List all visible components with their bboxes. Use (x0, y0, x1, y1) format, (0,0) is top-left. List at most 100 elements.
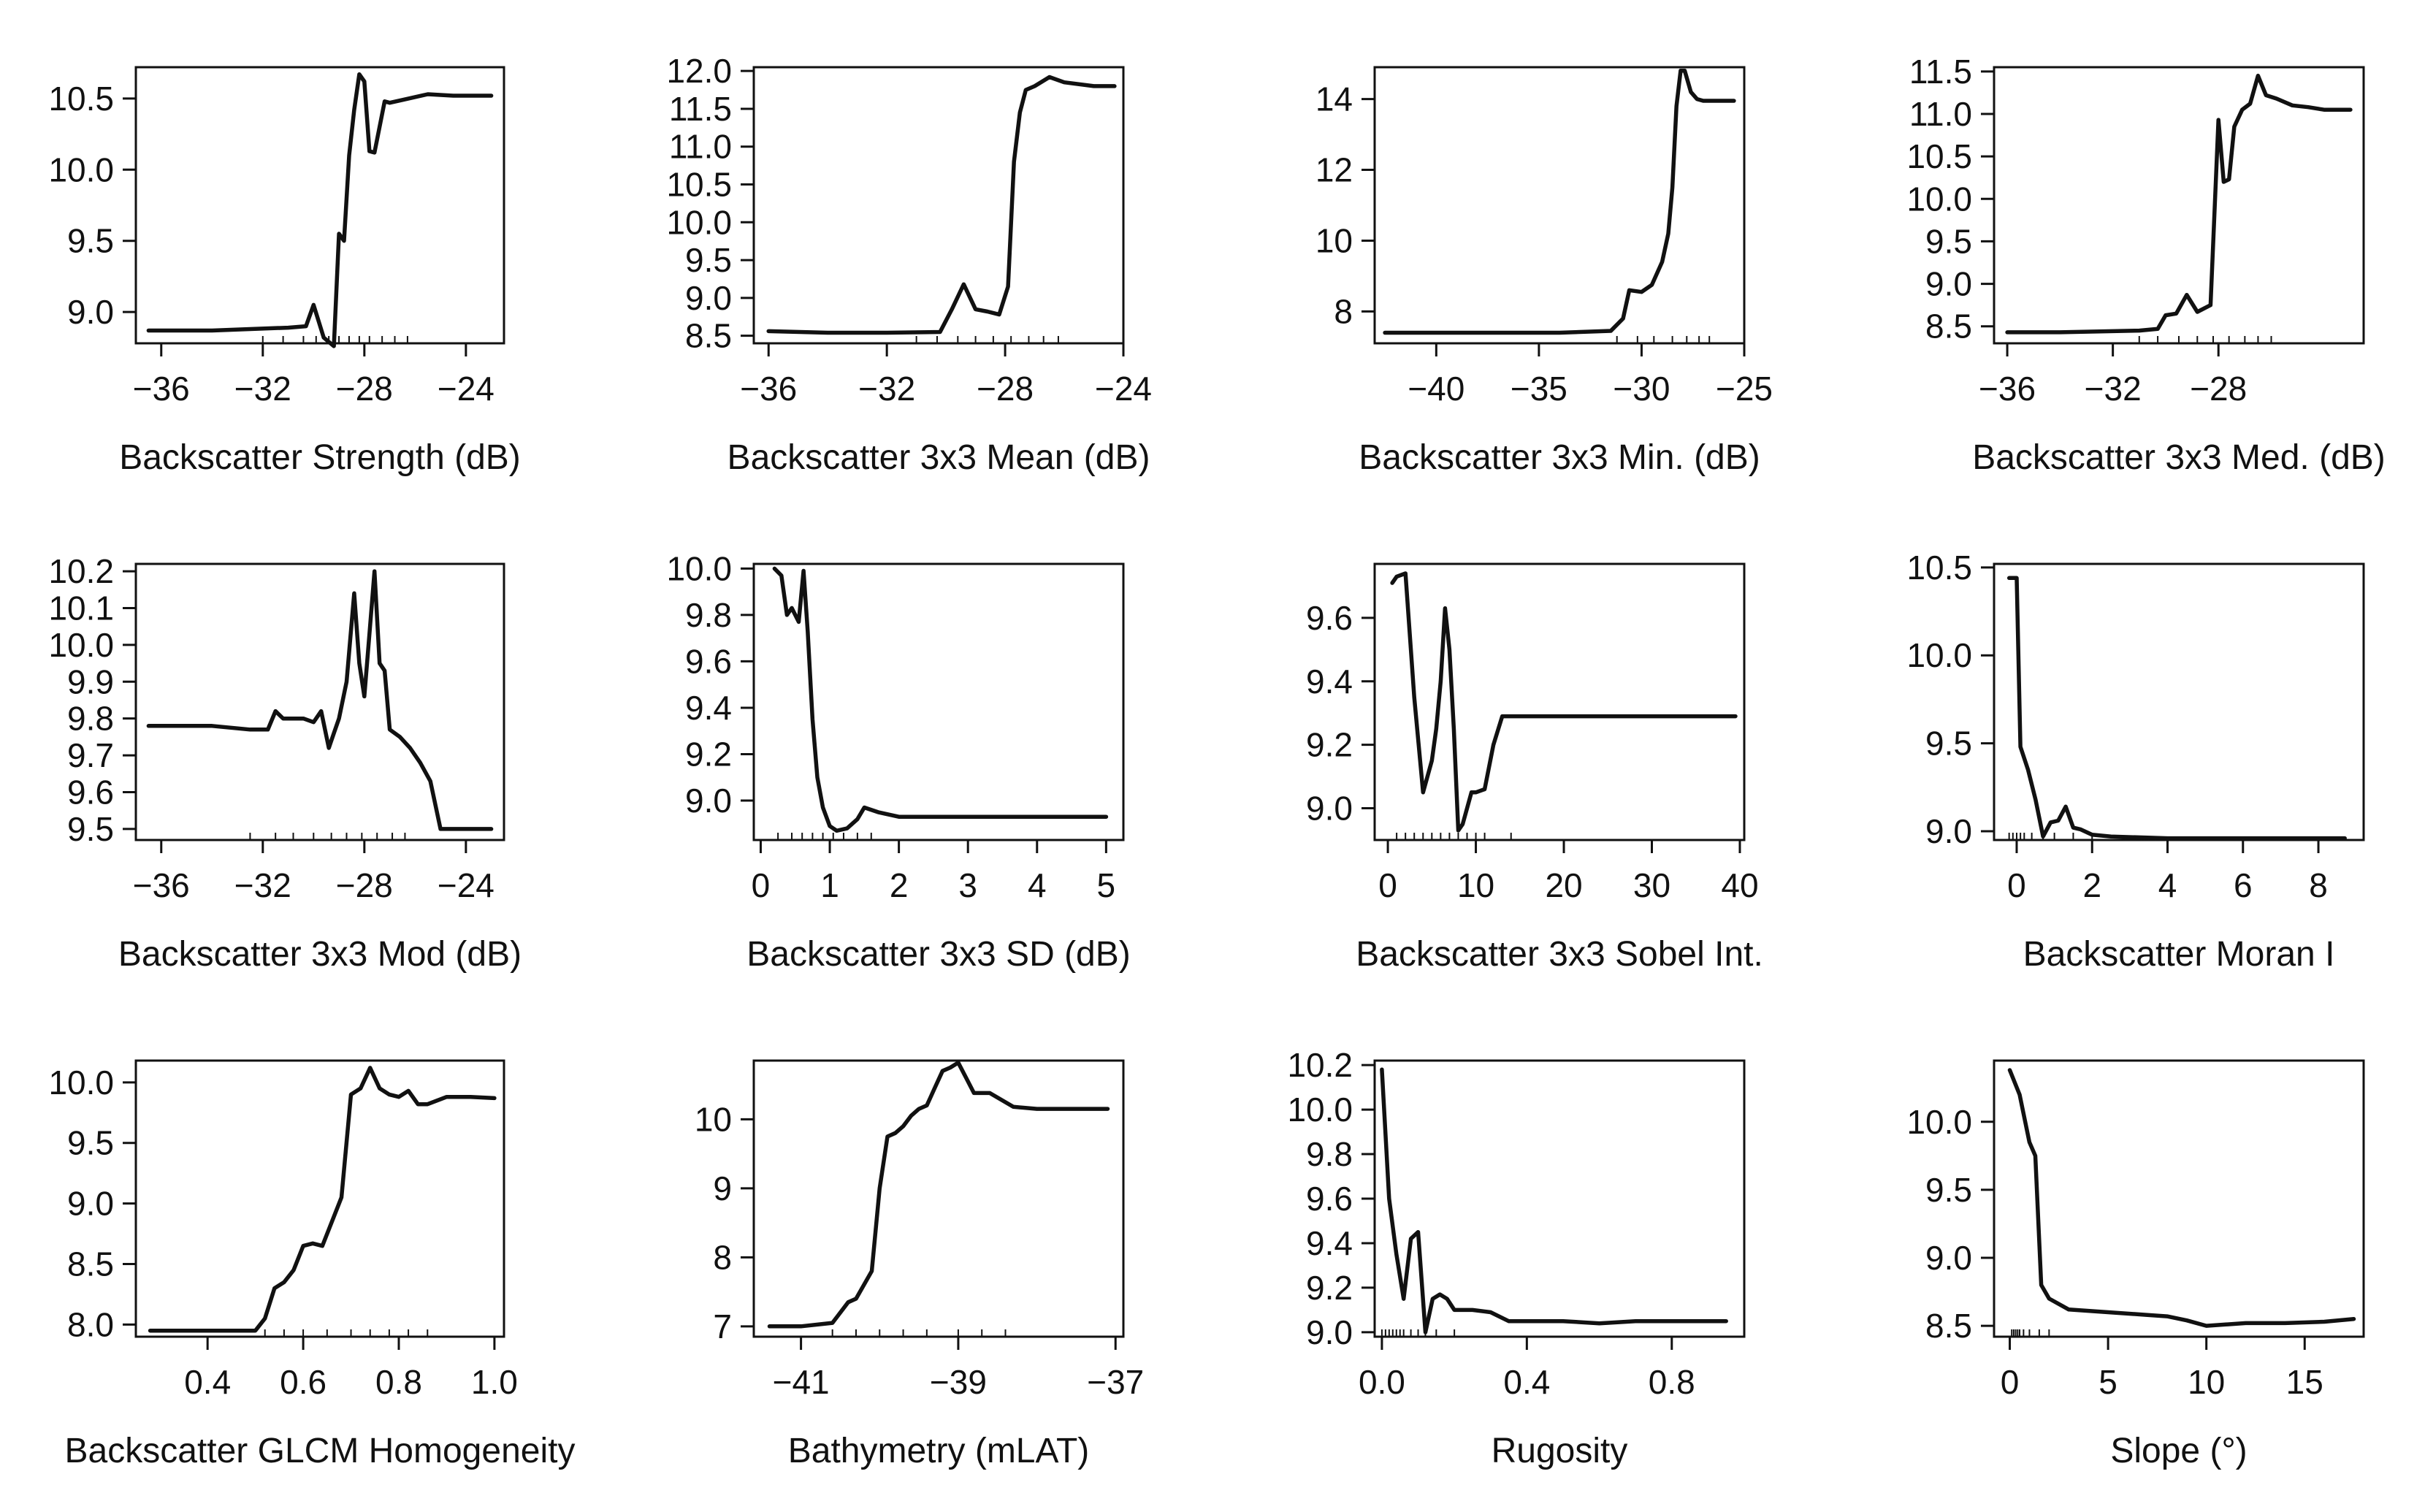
series-line (1390, 571, 1738, 833)
x-tick-label: 40 (1721, 866, 1758, 904)
x-tick-label: 6 (2234, 866, 2253, 904)
x-tick-label: 4 (2158, 866, 2177, 904)
y-tick-label: 10.5 (48, 80, 114, 118)
y-tick-label: 9.8 (1306, 1135, 1353, 1173)
x-axis-title: Bathymetry (mLAT) (788, 1432, 1090, 1470)
y-tick-label: 9.0 (1925, 1239, 1972, 1277)
x-tick-label: 5 (2099, 1363, 2117, 1401)
plot-frame (752, 66, 1125, 345)
plot-frame (752, 562, 1125, 841)
y-tick-label: 7 (713, 1307, 732, 1345)
x-tick-label: 30 (1633, 866, 1670, 904)
x-axis-title: Backscatter Moran I (2023, 935, 2335, 974)
y-tick-label: 9.0 (685, 782, 732, 820)
x-tick-label: −24 (1095, 370, 1152, 408)
y-tick-label: 10.5 (1906, 137, 1972, 175)
x-tick-label: −30 (1613, 370, 1670, 408)
y-tick-label: 9.5 (67, 1124, 114, 1162)
y-tick-label: 9.5 (685, 241, 732, 279)
x-tick-label: −40 (1408, 370, 1464, 408)
x-tick-label: −41 (773, 1363, 830, 1401)
y-tick-label: 10.0 (666, 549, 732, 587)
x-axis-title: Rugosity (1492, 1432, 1628, 1470)
y-tick-label: 12.0 (666, 52, 732, 90)
x-tick-label: −28 (2190, 370, 2247, 408)
x-tick-label: 10 (1457, 866, 1494, 904)
y-tick-label: 10 (1315, 221, 1353, 259)
x-tick-label: 15 (2286, 1363, 2323, 1401)
y-tick-label: 10.0 (666, 203, 732, 241)
y-tick-label: 9.6 (67, 773, 114, 811)
y-tick-label: 9.0 (67, 1185, 114, 1223)
series-line (2006, 576, 2347, 841)
x-tick-label: −36 (740, 370, 797, 408)
y-tick-label: 9.0 (67, 293, 114, 331)
y-tick-label: 9.0 (685, 279, 732, 317)
y-tick-label: 8.5 (685, 317, 732, 355)
plot-frame (752, 1059, 1125, 1338)
y-tick-label: 10.0 (48, 150, 114, 188)
x-tick-label: −32 (234, 866, 291, 904)
y-tick-label: 9.2 (685, 735, 732, 773)
y-tick-label: 10.0 (1906, 180, 1972, 218)
panel-9: 8.0 8.5 9.0 9.5 10.0 0.4 0.6 0.8 1.0 Backscatter … (48, 1059, 575, 1470)
series-line (2007, 1068, 2356, 1328)
x-tick-label: 4 (1028, 866, 1047, 904)
x-tick-label: 0.4 (184, 1363, 231, 1401)
x-tick-label: 0 (752, 866, 771, 904)
y-tick-label: 8 (713, 1238, 732, 1276)
plot-frame (1373, 1059, 1746, 1338)
x-tick-label: −32 (234, 370, 291, 408)
y-tick-label: 8 (1334, 292, 1353, 330)
x-tick-label: 0 (2007, 866, 2026, 904)
x-tick-label: 2 (2082, 866, 2101, 904)
panel-4: 8.5 9.0 9.5 10.0 10.5 11.0 11.5 −36 −32 −28 Backsc… (1906, 53, 2385, 477)
x-axis-title: Backscatter 3x3 Med. (dB) (1972, 438, 2386, 477)
x-tick-label: 0.8 (1649, 1363, 1695, 1401)
panel-7: 9.0 9.2 9.4 9.6 0 10 20 30 40 Backscatter 3x3 Sob… (1306, 562, 1763, 974)
y-tick-label: 11.5 (669, 90, 732, 128)
x-tick-label: 0.4 (1503, 1363, 1550, 1401)
y-tick-label: 10.1 (48, 589, 114, 627)
y-tick-label: 9.5 (67, 222, 114, 260)
plot-frame (1373, 562, 1746, 841)
y-tick-label: 8.5 (1925, 308, 1972, 345)
y-tick-label: 9.0 (1306, 1313, 1353, 1351)
y-tick-label: 9.4 (1306, 1224, 1353, 1262)
y-tick-label: 9.5 (1925, 725, 1972, 763)
x-tick-label: −28 (977, 370, 1034, 408)
y-tick-label: 10.2 (1287, 1046, 1353, 1084)
panel-3: 8 10 12 14 −40 −35 −30 −25 Backscatter 3x3 Min. … (1315, 66, 1773, 477)
panel-2: 8.59.09.510.010.511.011.512.0 −36 −32 −28 −2… (666, 52, 1152, 477)
x-axis-title: Backscatter 3x3 Mean (dB) (728, 438, 1150, 477)
plot-frame (1993, 1059, 2365, 1338)
y-tick-label: 10.5 (666, 166, 732, 204)
y-tick-label: 9.0 (1306, 790, 1353, 828)
y-tick-label: 8.5 (67, 1245, 114, 1283)
y-tick-label: 9.5 (67, 810, 114, 848)
y-tick-label: 14 (1315, 80, 1353, 118)
y-tick-label: 9.4 (685, 689, 732, 727)
x-tick-label: 0.8 (375, 1363, 422, 1401)
x-tick-label: −28 (336, 866, 393, 904)
y-tick-label: 9.4 (1306, 663, 1353, 700)
y-tick-label: 10.0 (48, 626, 114, 664)
x-tick-label: 20 (1545, 866, 1582, 904)
plot-frame (1993, 562, 2365, 841)
x-tick-label: 1 (820, 866, 839, 904)
x-tick-label: 10 (2188, 1363, 2225, 1401)
y-tick-label: 9.0 (1925, 265, 1972, 303)
series-line (766, 75, 1117, 335)
x-tick-label: 0 (2001, 1363, 2020, 1401)
series-line (767, 1061, 1110, 1329)
plot-frame (1373, 66, 1746, 345)
y-tick-label: 9.2 (1306, 1269, 1353, 1307)
y-tick-label: 9.8 (67, 700, 114, 738)
y-tick-label: 9.6 (1306, 599, 1353, 637)
panel-6: 9.0 9.2 9.4 9.6 9.8 10.0 0 1 2 3 4 5 Backscatter 3x3… (666, 549, 1130, 974)
x-tick-label: 0.0 (1359, 1363, 1405, 1401)
y-tick-label: 10.0 (1906, 636, 1972, 674)
y-tick-label: 10.0 (48, 1064, 114, 1101)
y-tick-label: 9.5 (1925, 222, 1972, 260)
